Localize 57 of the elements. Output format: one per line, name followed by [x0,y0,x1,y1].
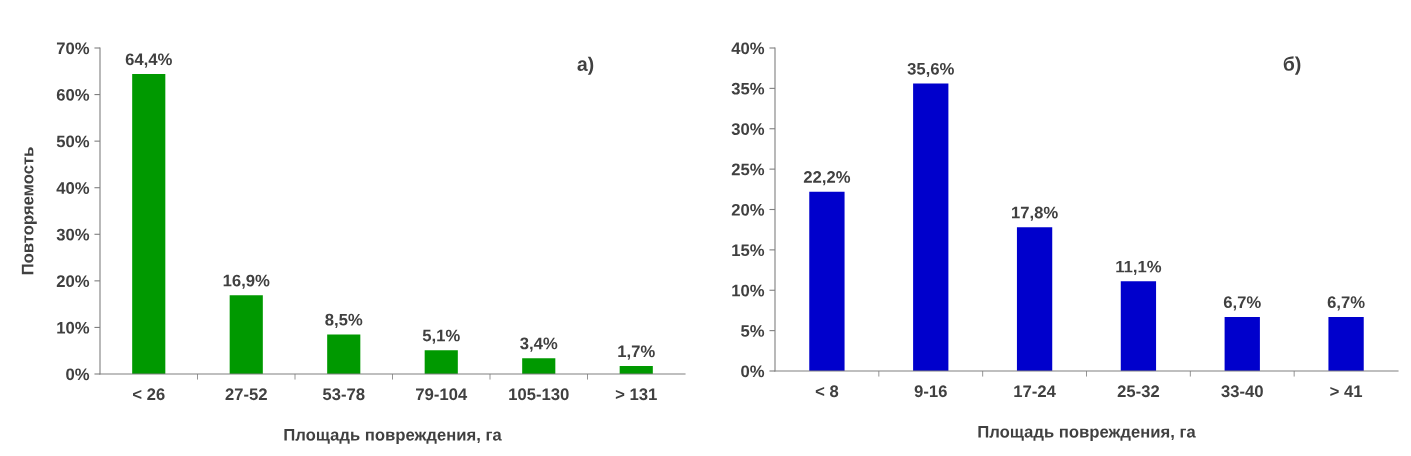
bar [809,191,845,371]
y-tick-label: 25% [731,163,765,176]
x-tick-label: < 8 [815,385,839,398]
x-axis-title: Площадь повреждения, га [284,429,502,444]
bar [424,350,458,374]
y-tick-label: 35% [731,82,765,95]
data-label: 1,7% [618,345,655,360]
x-tick-label: 105-130 [509,388,569,401]
data-label: 6,7% [1327,296,1365,311]
bar [132,74,166,374]
y-tick-label: 10% [57,321,90,334]
bar [327,334,361,374]
y-tick-label: 70% [56,42,90,55]
annotation: б) [1283,56,1301,75]
y-tick-label: 60% [56,88,90,101]
y-tick-label: 10% [732,284,765,297]
y-tick-label: 20% [56,275,90,288]
y-tick-label: 30% [731,123,765,135]
x-axis-title: Площадь повреждения, га [978,426,1196,441]
data-label: 64,4% [125,53,172,68]
data-label: 16,9% [223,274,270,289]
y-tick-label: 50% [56,135,90,148]
bar [1328,316,1364,371]
y-tick-label: 40% [731,42,765,55]
bar [1120,281,1157,371]
x-tick-label: 27-52 [225,388,267,401]
y-tick-label: 0% [66,368,90,381]
x-tick-label: < 26 [133,388,165,401]
y-tick-label: 0% [741,365,765,378]
data-label: 22,2% [803,171,851,186]
y-axis-title: Повторяемость [21,147,37,275]
bar [913,83,949,371]
y-tick-label: 30% [56,228,90,241]
data-label: 5,1% [422,329,460,344]
x-tick-label: 53-78 [322,388,365,401]
y-tick-label: 5% [741,325,765,337]
bar [1016,227,1053,371]
x-tick-label: 9-16 [914,385,947,398]
y-tick-label: 40% [56,182,90,194]
x-tick-label: > 131 [615,388,657,401]
data-label: 3,4% [520,337,558,352]
bar [522,358,556,374]
y-tick-label: 20% [731,203,765,216]
y-tick-label: 15% [732,244,765,257]
x-tick-label: 17-24 [1014,385,1056,397]
x-tick-label: 33-40 [1221,385,1263,398]
data-label: 17,8% [1012,206,1058,221]
data-label: 11,1% [1116,260,1162,275]
data-label: 6,7% [1223,296,1261,311]
data-label: 8,5% [325,313,363,328]
bar [1224,316,1260,371]
x-tick-label: 79-104 [416,388,468,401]
annotation: а) [577,56,594,75]
data-label: 35,6% [907,62,954,78]
x-tick-label: 25-32 [1117,385,1160,398]
bar [229,295,263,374]
x-tick-label: > 41 [1330,385,1363,397]
